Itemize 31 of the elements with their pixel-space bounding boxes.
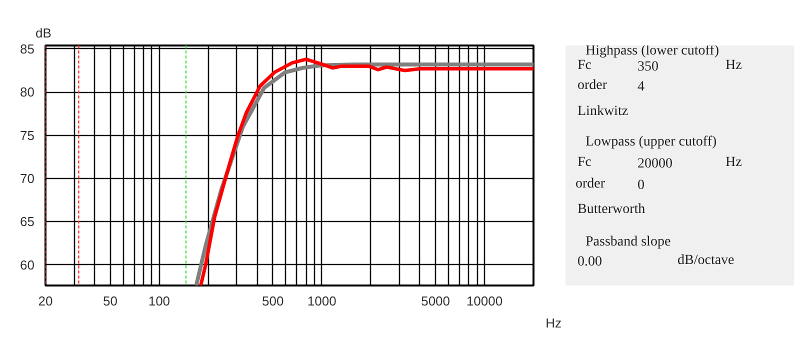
text: Passband slope: [586, 234, 671, 250]
y-tick-label: 70: [20, 170, 35, 186]
y-axis-title: dB: [36, 26, 52, 40]
text: 350: [638, 60, 658, 75]
text: Hz: [726, 58, 742, 74]
x-tick-label: 20: [38, 294, 53, 308]
x-tick-label: 100: [148, 294, 170, 308]
y-tick-label: 65: [20, 214, 35, 230]
text: Fc: [578, 154, 592, 170]
x-tick-label: 500: [262, 294, 284, 308]
text: Butterworth: [578, 202, 646, 218]
text: 0.00: [578, 254, 602, 270]
x-tick-label: 1000: [307, 294, 336, 308]
text: Lowpass (upper cutoff): [586, 134, 717, 150]
text: order: [578, 78, 608, 94]
x-tick-label: 10000: [466, 294, 503, 308]
y-tick-label: 85: [20, 41, 35, 56]
text: dB/octave: [678, 252, 734, 268]
text: Hz: [726, 154, 742, 170]
x-axis-title: Hz: [546, 316, 562, 330]
y-tick-label: 80: [20, 84, 35, 100]
text: 0: [638, 178, 644, 193]
text: order: [576, 176, 606, 192]
x-tick-label: 50: [103, 294, 118, 308]
text: Linkwitz: [578, 104, 628, 119]
y-tick-label: 75: [20, 128, 35, 143]
x-tick-label: 5000: [421, 294, 450, 308]
y-tick-label: 60: [20, 257, 35, 272]
text: 20000: [638, 156, 672, 172]
text: 4: [638, 80, 644, 95]
text: Fc: [578, 58, 592, 74]
